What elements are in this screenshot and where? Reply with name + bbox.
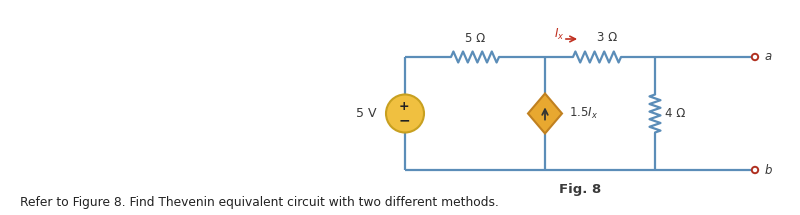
Text: 3 Ω: 3 Ω xyxy=(597,31,617,44)
Text: a: a xyxy=(765,51,772,63)
Text: 5 Ω: 5 Ω xyxy=(465,32,485,45)
Text: 4 Ω: 4 Ω xyxy=(665,107,686,120)
Circle shape xyxy=(752,167,758,173)
Text: 5 V: 5 V xyxy=(357,107,377,120)
Text: −: − xyxy=(398,113,410,127)
Polygon shape xyxy=(528,94,562,134)
Text: $I_x$: $I_x$ xyxy=(554,27,564,42)
Text: +: + xyxy=(398,100,410,114)
Circle shape xyxy=(386,95,424,132)
Text: $1.5I_x$: $1.5I_x$ xyxy=(569,106,598,121)
Circle shape xyxy=(752,54,758,60)
Text: Fig. 8: Fig. 8 xyxy=(559,183,601,196)
Text: Refer to Figure 8. Find Thevenin equivalent circuit with two different methods.: Refer to Figure 8. Find Thevenin equival… xyxy=(20,196,499,209)
Text: b: b xyxy=(765,163,773,177)
